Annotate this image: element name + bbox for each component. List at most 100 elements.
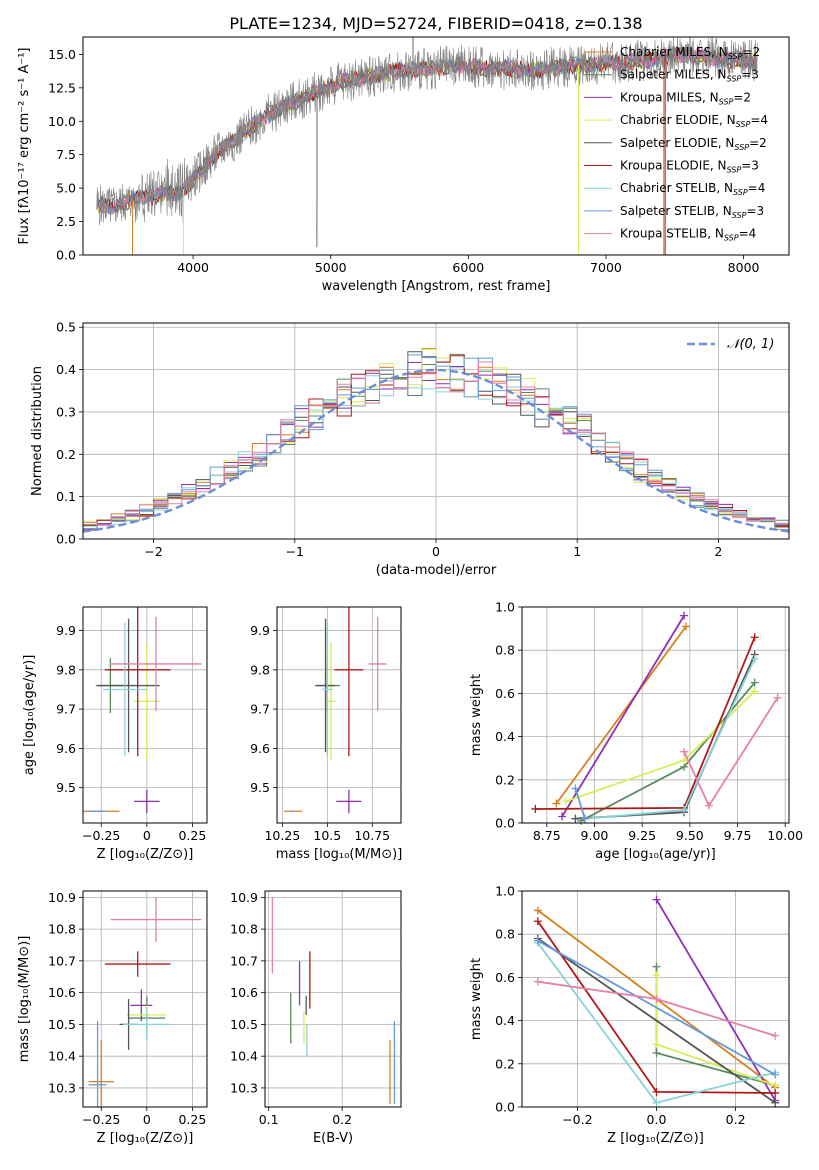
y-tick-label: 10.3	[48, 1080, 76, 1095]
weight-point-marker	[704, 801, 713, 810]
y-axis-label: mass weight	[469, 674, 484, 756]
legend-entry: Salpeter STELIB, NSSP=3	[620, 204, 764, 220]
x-axis-label: E(B-V)	[313, 1131, 353, 1146]
y-tick-label: 9.8	[250, 662, 270, 677]
mass-vs-ebv-panel: 0.1 0.2 10.3 10.4 10.5 10.6 10.7 10.8 10.9 E(B-V)	[230, 890, 402, 1146]
y-tick-label: 9.7	[250, 702, 270, 717]
age-vs-mass-panel: 10.25 10.5 10.75 9.5 9.6 9.7 9.8 9.9 mass [log₁₀…	[250, 606, 403, 862]
x-tick-label: 8000	[728, 260, 760, 275]
weight-point-marker	[750, 654, 759, 663]
legend-entry: Kroupa STELIB, NSSP=4	[620, 227, 756, 243]
x-tick-label: 0	[143, 1112, 151, 1127]
axes-frame	[264, 890, 402, 1108]
residual-histogram	[83, 361, 789, 533]
weight-point-marker	[750, 678, 759, 687]
axes-frame	[276, 606, 402, 824]
x-axis-label: mass [log₁₀(M/M⊙)]	[276, 847, 403, 862]
weight-point-marker	[771, 1031, 780, 1040]
x-tick-label: 2	[714, 544, 722, 559]
x-tick-label: 9.25	[628, 828, 656, 843]
legend-entry: Salpeter ELODIE, NSSP=2	[620, 136, 767, 152]
y-tick-label: 0.4	[56, 362, 76, 377]
x-tick-label: 0.25	[178, 1112, 206, 1127]
x-tick-label: 8.75	[533, 828, 561, 843]
y-tick-label: 10.7	[48, 953, 76, 968]
weight-point-marker	[531, 804, 540, 813]
y-tick-label: 7.5	[56, 147, 76, 162]
weight-point-marker	[561, 797, 570, 806]
weight-series-line	[537, 939, 776, 1076]
x-tick-label: 10.75	[354, 828, 390, 843]
weight-point-marker	[533, 917, 542, 926]
legend-entry: Salpeter MILES, NSSP=3	[620, 68, 759, 84]
x-tick-label: 9.75	[724, 828, 752, 843]
y-tick-label: 0.2	[495, 772, 515, 787]
observed-spectrum-line	[96, 37, 758, 248]
y-axis-label: mass weight	[469, 958, 484, 1040]
x-tick-label: 10.25	[264, 828, 300, 843]
y-tick-label: 10.8	[48, 922, 76, 937]
y-tick-label: 0.0	[56, 248, 76, 263]
x-tick-label: 0.25	[178, 828, 206, 843]
y-tick-label: 0.8	[495, 643, 515, 658]
x-axis-label: age [log₁₀(age/yr)]	[595, 847, 716, 862]
x-tick-label: 6000	[452, 260, 484, 275]
y-axis-label: Flux [fλ10⁻¹⁷ erg cm⁻² s⁻¹ A⁻¹]	[17, 48, 32, 245]
y-tick-label: 0.4	[495, 1013, 515, 1028]
weight-series-line	[555, 625, 687, 805]
y-axis-label: Normed distribution	[30, 366, 45, 496]
x-tick-label: 0.2	[332, 1112, 352, 1127]
x-tick-label: 0.2	[726, 1112, 746, 1127]
weight-series-line	[561, 615, 685, 817]
weight-point-marker	[571, 784, 580, 793]
y-tick-label: 0.0	[495, 816, 515, 831]
y-tick-label: 9.5	[250, 780, 270, 795]
x-tick-label: 7000	[590, 260, 622, 275]
weight-point-marker	[750, 633, 759, 642]
x-tick-label: −1	[286, 544, 304, 559]
weight-point-marker	[682, 622, 691, 631]
weight-point-marker	[680, 747, 689, 756]
x-tick-label: 0.1	[259, 1112, 279, 1127]
y-tick-label: 0.2	[56, 447, 76, 462]
y-tick-label: 10.9	[48, 890, 76, 905]
y-tick-label: 10.3	[230, 1080, 258, 1095]
x-tick-label: 0	[432, 544, 440, 559]
y-tick-label: 0.6	[495, 970, 515, 985]
x-tick-label: 5000	[315, 260, 347, 275]
axes-frame	[82, 890, 208, 1108]
weight-point-marker	[652, 962, 661, 971]
y-tick-label: 9.9	[56, 623, 76, 638]
y-tick-label: 2.5	[56, 214, 76, 229]
weight-point-marker	[652, 1040, 661, 1049]
y-tick-label: 10.5	[230, 1017, 258, 1032]
weight-point-marker	[558, 812, 567, 821]
y-tick-label: 0.3	[56, 404, 76, 419]
x-axis-label: wavelength [Angstrom, rest frame]	[322, 279, 551, 294]
weight-point-marker	[771, 1098, 780, 1107]
weight-series-line	[537, 937, 776, 1104]
y-tick-label: 9.6	[250, 741, 270, 756]
y-tick-label: 9.5	[56, 780, 76, 795]
mass-vs-metallicity-panel: −0.25 0 0.25 10.3 10.4 10.5 10.6 10.7 10.8 10.9 Z …	[17, 890, 208, 1146]
y-tick-label: 0.1	[56, 489, 76, 504]
x-axis-label: Z [log₁₀(Z/Z⊙)]	[97, 1131, 194, 1146]
weight-point-marker	[652, 1049, 661, 1057]
axes-frame	[82, 36, 790, 256]
legend-entry: Chabrier STELIB, NSSP=4	[620, 181, 765, 197]
y-tick-label: 9.8	[56, 662, 76, 677]
weight-point-marker	[680, 806, 689, 815]
age-vs-metallicity-panel: −0.25 0 0.25 9.5 9.6 9.7 9.8 9.9 Z [log₁₀(Z/Z⊙)]…	[22, 606, 208, 862]
weight-vs-age-panel: 8.75 9.00 9.25 9.50 9.75 10.00 0.0 0.2 0.4 0.6 0.8…	[469, 600, 803, 863]
x-tick-label: 9.00	[581, 828, 609, 843]
y-tick-label: 0.4	[495, 729, 515, 744]
axes-frame	[521, 606, 790, 824]
y-tick-label: 9.7	[56, 702, 76, 717]
figure-title: PLATE=1234, MJD=52724, FIBERID=0418, z=0…	[229, 14, 642, 33]
y-tick-label: 10.6	[48, 985, 76, 1000]
weight-point-marker	[771, 1070, 780, 1079]
weight-point-marker	[652, 995, 661, 1003]
weight-point-marker	[652, 895, 661, 904]
weight-point-marker	[571, 814, 580, 823]
y-tick-label: 0.2	[495, 1056, 515, 1071]
